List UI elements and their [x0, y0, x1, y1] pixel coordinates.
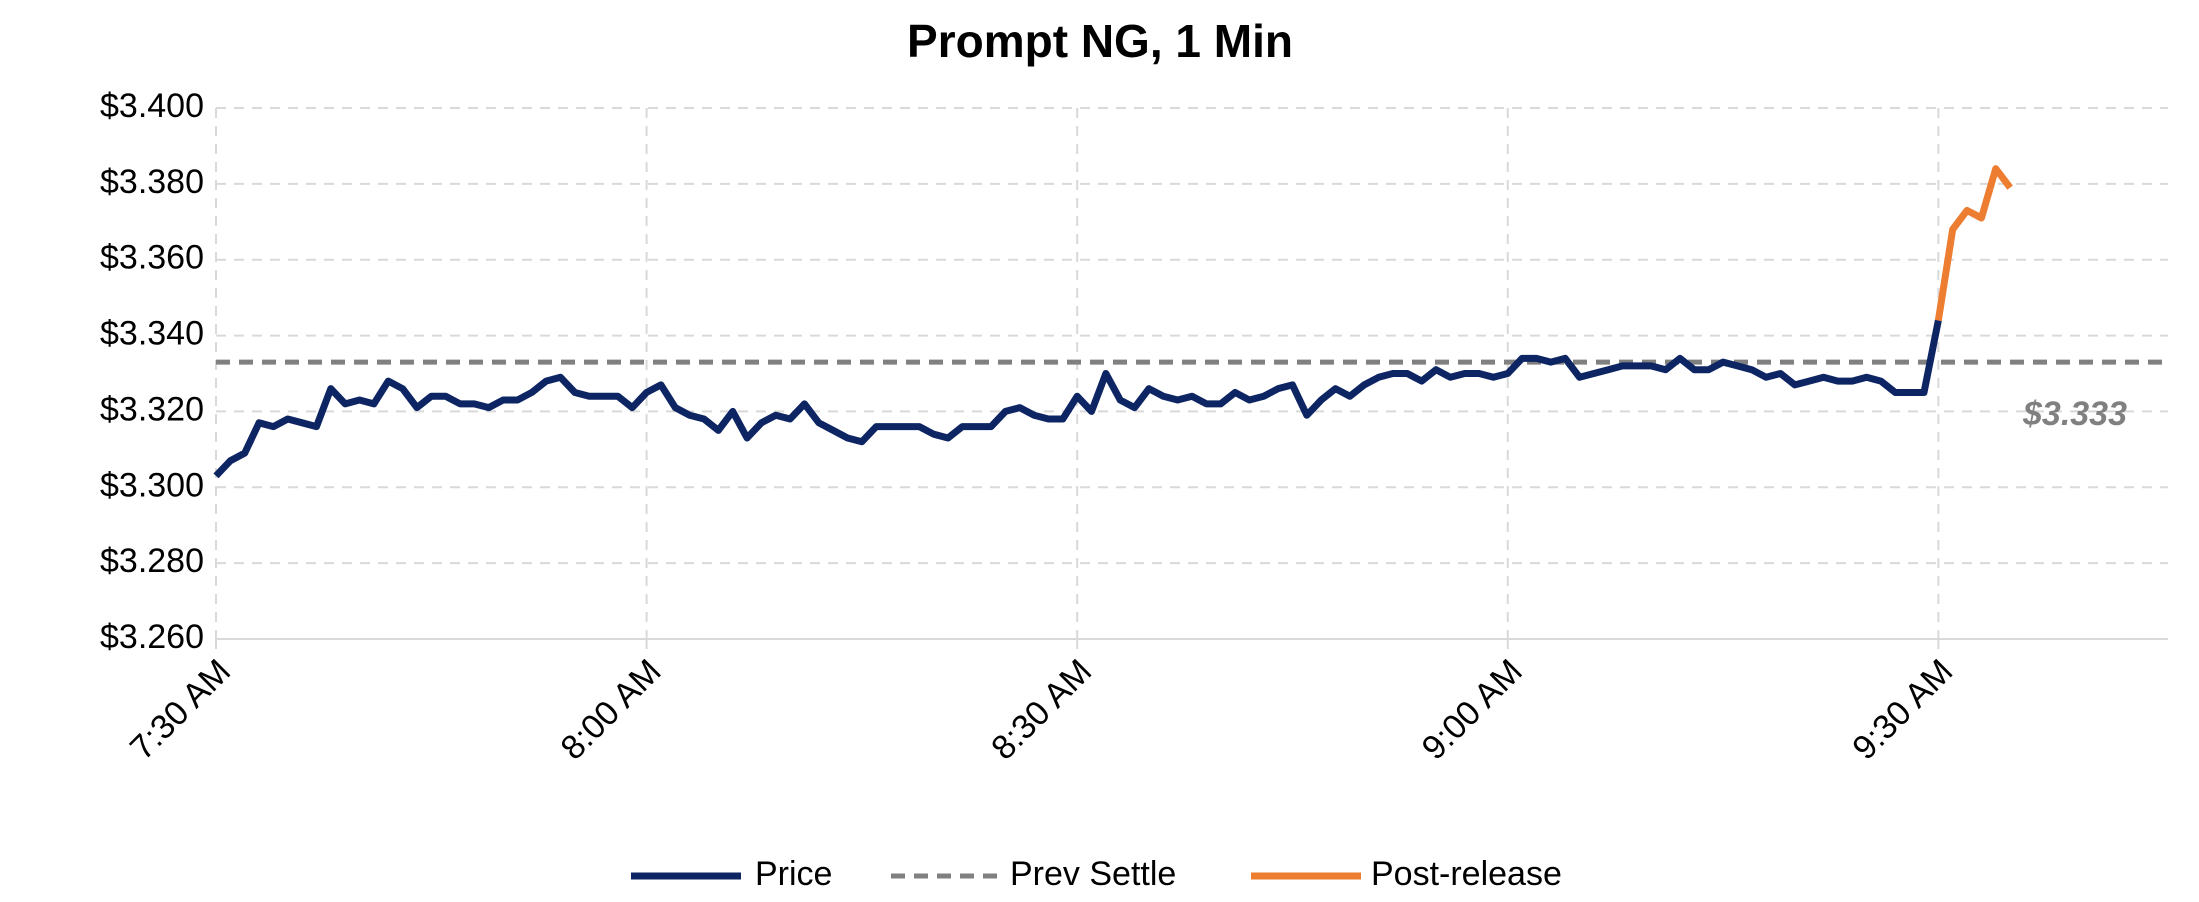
x-tick-label: 7:30 AM — [123, 652, 238, 767]
x-tick-label: 8:30 AM — [984, 652, 1099, 767]
y-tick-label: $3.360 — [100, 239, 204, 277]
series-line — [1934, 165, 2013, 321]
y-tick-label: $3.300 — [100, 466, 204, 504]
y-tick-label: $3.260 — [100, 618, 204, 656]
y-tick-label: $3.320 — [100, 390, 204, 428]
x-tick-label: 9:30 AM — [1845, 652, 1960, 767]
legend-label: Prev Settle — [1010, 855, 1176, 893]
reference-label: $3.333 — [2022, 395, 2127, 433]
y-tick-label: $3.400 — [100, 87, 204, 125]
series-line — [213, 319, 1942, 479]
y-tick-label: $3.340 — [100, 315, 204, 353]
x-tick-label: 8:00 AM — [554, 652, 669, 767]
legend-label: Price — [755, 855, 832, 893]
y-tick-label: $3.280 — [100, 542, 204, 580]
y-tick-label: $3.380 — [100, 163, 204, 201]
legend-label: Post-release — [1371, 855, 1562, 893]
chart-title: Prompt NG, 1 Min — [907, 15, 1293, 67]
x-tick-label: 9:00 AM — [1415, 652, 1530, 767]
